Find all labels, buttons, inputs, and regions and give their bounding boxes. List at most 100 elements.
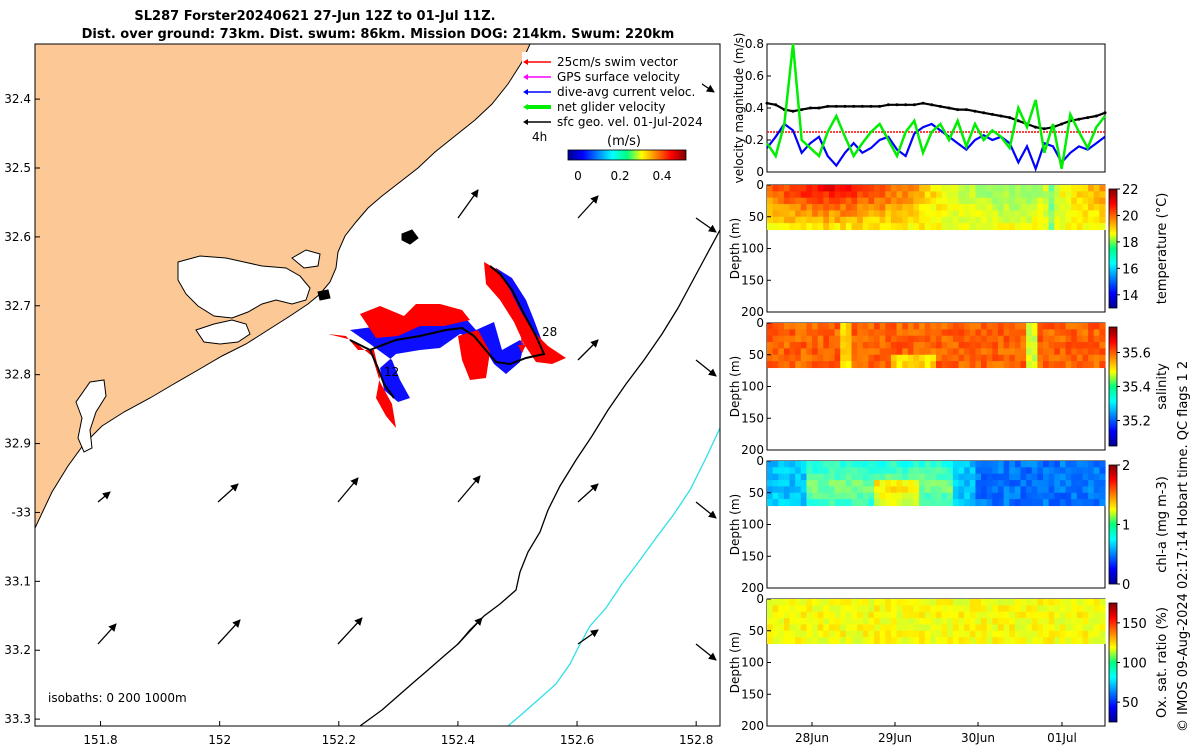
section-cell bbox=[772, 361, 779, 369]
section-cell bbox=[851, 329, 858, 337]
section-cell bbox=[812, 611, 819, 619]
section-cell bbox=[789, 492, 796, 500]
section-cell bbox=[1099, 624, 1106, 632]
section-cell bbox=[1003, 197, 1010, 205]
section-cell bbox=[812, 204, 819, 211]
section-cell bbox=[874, 210, 881, 218]
section-cell bbox=[1065, 216, 1072, 224]
section-cell bbox=[907, 329, 915, 337]
section-cell bbox=[795, 467, 802, 475]
section-cell bbox=[1020, 624, 1027, 632]
section-cell bbox=[1014, 618, 1022, 625]
section-cell bbox=[789, 323, 796, 330]
section-cell bbox=[767, 354, 774, 362]
section-cell bbox=[767, 329, 774, 337]
section-cell bbox=[1093, 216, 1100, 224]
section-cell bbox=[795, 204, 802, 211]
section-cell bbox=[817, 618, 824, 625]
section-cell bbox=[958, 204, 965, 211]
section-cell bbox=[969, 492, 977, 500]
section-cell bbox=[879, 361, 886, 369]
section-cell bbox=[1059, 354, 1067, 362]
section-cell bbox=[1020, 618, 1027, 625]
section-cell bbox=[930, 461, 937, 468]
section-cell bbox=[1003, 210, 1010, 218]
section-cell bbox=[947, 618, 954, 625]
section-cell bbox=[879, 486, 886, 494]
section-cell bbox=[851, 335, 858, 343]
section-cell bbox=[795, 461, 802, 468]
section-cell bbox=[1014, 191, 1022, 199]
section-cell bbox=[1037, 492, 1044, 500]
section-cell bbox=[1009, 335, 1016, 343]
section-cell bbox=[975, 210, 982, 218]
section-cell bbox=[1020, 461, 1027, 468]
section-cell bbox=[941, 348, 948, 356]
section-cell bbox=[845, 323, 853, 330]
geo-velocity-arrow bbox=[457, 475, 481, 503]
section-cell bbox=[1003, 618, 1010, 625]
section-cell bbox=[919, 348, 926, 356]
map-y-tick-label: 32.5 bbox=[4, 161, 31, 175]
section-cell bbox=[1088, 348, 1095, 356]
section-cell bbox=[1099, 486, 1106, 494]
section-cell bbox=[941, 637, 948, 645]
section-cell bbox=[1076, 467, 1084, 475]
section-cell bbox=[874, 499, 881, 507]
section-cell bbox=[890, 467, 898, 475]
section-y-tick-label: 200 bbox=[741, 443, 764, 457]
section-cell bbox=[1071, 467, 1078, 475]
section-cell bbox=[1088, 335, 1095, 343]
section-cell bbox=[800, 210, 808, 218]
section-cell bbox=[1065, 624, 1072, 632]
section-cell bbox=[1065, 197, 1072, 205]
section-cell bbox=[879, 335, 886, 343]
section-cell bbox=[1065, 611, 1072, 619]
section-cell bbox=[806, 480, 813, 487]
section-y-label: Depth (m) bbox=[728, 218, 742, 279]
section-cell bbox=[823, 599, 830, 606]
section-cell bbox=[1054, 486, 1061, 494]
section-cell bbox=[800, 223, 808, 231]
section-cell bbox=[845, 618, 853, 625]
section-cell bbox=[1071, 618, 1078, 625]
section-cell bbox=[1099, 611, 1106, 619]
section-cell bbox=[1082, 329, 1089, 337]
colorbar-tick-label: 14 bbox=[1122, 289, 1139, 304]
section-cell bbox=[834, 185, 841, 192]
section-cell bbox=[795, 329, 802, 337]
velocity-y-tick-label: 0.8 bbox=[745, 37, 764, 51]
section-cell bbox=[913, 618, 920, 625]
map-x-tick-label: 152.2 bbox=[322, 733, 356, 747]
section-cell bbox=[981, 599, 988, 606]
velocity-point bbox=[1008, 116, 1012, 120]
section-cell bbox=[767, 618, 774, 625]
section-cell bbox=[958, 335, 965, 343]
section-cell bbox=[1076, 486, 1084, 494]
section-cell bbox=[1059, 348, 1067, 356]
section-cell bbox=[1088, 223, 1095, 231]
section-cell bbox=[986, 599, 993, 606]
section-cell bbox=[812, 599, 819, 606]
section-cell bbox=[840, 637, 847, 645]
section-cell bbox=[964, 618, 971, 625]
section-cell bbox=[964, 467, 971, 475]
section-cell bbox=[913, 191, 920, 199]
section-cell bbox=[1059, 599, 1067, 606]
section-cell bbox=[789, 599, 796, 606]
section-cell bbox=[834, 618, 841, 625]
section-cell bbox=[879, 323, 886, 330]
section-cell bbox=[783, 599, 791, 606]
colorbar-label: Ox. sat. ratio (%) bbox=[1155, 607, 1170, 718]
section-cell bbox=[964, 486, 971, 494]
section-cell bbox=[795, 348, 802, 356]
section-cell bbox=[800, 323, 808, 330]
section-cell bbox=[812, 637, 819, 645]
section-cell bbox=[1014, 605, 1022, 613]
section-cell bbox=[947, 486, 954, 494]
section-cell bbox=[874, 197, 881, 205]
section-cell bbox=[947, 361, 954, 369]
section-cell bbox=[1099, 618, 1106, 625]
section-cell bbox=[981, 605, 988, 613]
